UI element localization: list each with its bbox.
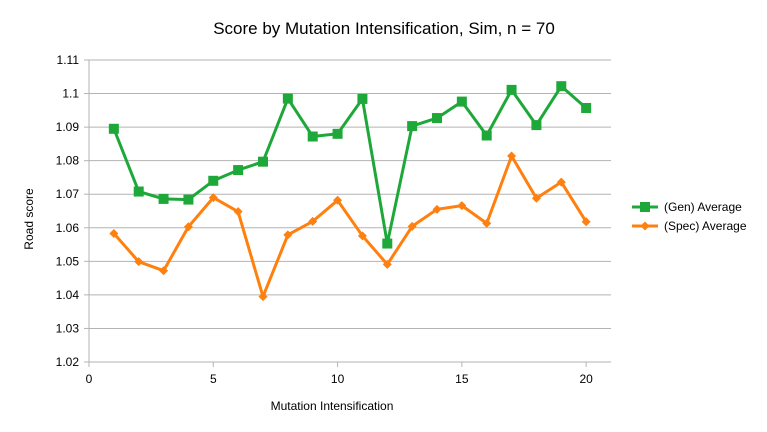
y-tick-label: 1.09: [56, 120, 80, 134]
data-point: [357, 93, 368, 104]
data-point: [581, 217, 591, 227]
data-point: [333, 195, 343, 205]
data-point: [159, 266, 169, 276]
series-layer: [108, 81, 592, 302]
data-point: [108, 123, 119, 134]
data-point: [407, 121, 418, 132]
data-point: [482, 218, 492, 228]
chart-title: Score by Mutation Intensification, Sim, …: [213, 19, 555, 38]
data-point: [208, 175, 219, 186]
legend: (Gen) Average (Spec) Average: [632, 200, 747, 233]
legend-marker: [640, 202, 650, 212]
data-point: [208, 193, 218, 203]
x-tick-label: 5: [210, 372, 217, 386]
data-point: [283, 230, 293, 240]
data-point: [134, 257, 144, 267]
data-point: [556, 81, 567, 92]
data-point: [258, 292, 268, 302]
data-point: [133, 186, 144, 197]
y-tick-label: 1.06: [56, 221, 80, 235]
data-point: [183, 222, 193, 232]
data-point: [507, 151, 517, 161]
data-point: [183, 194, 194, 205]
data-point: [531, 193, 541, 203]
data-point: [233, 207, 243, 217]
y-tick-label: 1.1: [62, 87, 79, 101]
data-point: [432, 204, 442, 214]
data-point: [382, 238, 393, 249]
legend-label: (Gen) Average: [664, 200, 742, 214]
x-axis-title: Mutation Intensification: [271, 399, 394, 413]
y-tick-label: 1.02: [56, 355, 80, 369]
y-tick-label: 1.07: [56, 187, 80, 201]
legend-label: (Spec) Average: [664, 219, 747, 233]
legend-item: (Gen) Average: [632, 200, 742, 214]
data-point: [456, 96, 467, 107]
data-point: [407, 221, 417, 231]
y-tick-label: 1.05: [56, 254, 80, 268]
data-point: [307, 131, 318, 142]
axes: 1.02 1.03 1.04 1.05 1.06 1.07 1.08 1.09 1.1 1.11 0…: [56, 53, 593, 386]
x-tick-label: 10: [331, 372, 345, 386]
y-tick-label: 1.04: [56, 288, 80, 302]
data-point: [109, 228, 119, 238]
series-spec-average: [109, 151, 591, 302]
data-point: [556, 177, 566, 187]
data-point: [233, 165, 244, 176]
data-point: [332, 128, 343, 139]
data-point: [357, 231, 367, 241]
x-tick-label: 15: [455, 372, 469, 386]
data-point: [158, 193, 169, 204]
data-point: [382, 259, 392, 269]
data-point: [282, 93, 293, 104]
series-line: [112, 154, 588, 299]
x-tick-label: 20: [579, 372, 593, 386]
x-tick-label: 0: [86, 372, 93, 386]
data-point: [457, 201, 467, 211]
y-axis-title: Road score: [22, 188, 36, 250]
data-point: [506, 84, 517, 95]
legend-marker: [640, 221, 650, 231]
data-point: [432, 113, 442, 124]
data-point: [581, 102, 592, 113]
data-point: [308, 216, 318, 226]
y-tick-label: 1.11: [57, 53, 80, 67]
series-gen-average: [108, 81, 592, 249]
y-tick-label: 1.08: [56, 154, 80, 168]
legend-item: (Spec) Average: [632, 219, 747, 233]
gridlines: [89, 59, 611, 363]
data-point: [531, 120, 542, 131]
data-point: [258, 156, 268, 167]
y-tick-label: 1.03: [56, 321, 80, 335]
data-point: [481, 130, 492, 141]
